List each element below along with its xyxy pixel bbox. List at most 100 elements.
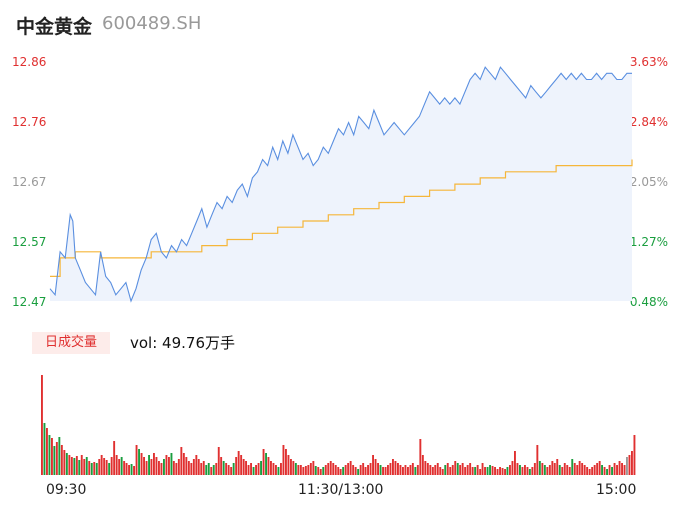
volume-bar <box>282 445 285 475</box>
volume-bar <box>347 463 350 475</box>
volume-bar <box>98 459 101 475</box>
volume-bar <box>543 465 546 475</box>
volume-bar <box>536 445 539 475</box>
volume-bar <box>419 439 422 475</box>
volume-bar <box>65 453 68 475</box>
volume-bar <box>424 461 427 475</box>
volume-bar <box>155 457 158 475</box>
y-left-tick-4: 12.57 <box>12 235 47 249</box>
volume-bar <box>379 465 382 475</box>
volume-bar <box>369 463 372 475</box>
volume-bar <box>546 467 549 475</box>
volume-bar <box>322 467 325 475</box>
volume-bar <box>581 463 584 475</box>
volume-bar <box>185 457 188 475</box>
volume-bar <box>175 463 178 475</box>
volume-bar <box>613 463 616 475</box>
volume-bar <box>571 459 574 475</box>
volume-bar <box>153 453 155 475</box>
volume-bar <box>63 450 66 475</box>
volume-bar <box>212 465 215 475</box>
volume-bar <box>541 463 544 475</box>
volume-bar <box>409 465 412 475</box>
volume-bar <box>190 463 193 475</box>
volume-bar <box>414 467 417 475</box>
volume-bar <box>53 446 56 475</box>
volume-bar <box>344 465 347 475</box>
volume-bar <box>349 461 352 475</box>
volume-bar <box>519 465 521 475</box>
volume-bar <box>416 465 419 475</box>
volume-bar <box>133 466 135 475</box>
volume-bar <box>372 455 374 475</box>
volume-bar <box>436 463 439 475</box>
volume-bar <box>593 465 596 475</box>
volume-bar <box>83 459 86 475</box>
volume-bar <box>553 463 556 475</box>
volume-bar <box>277 467 280 475</box>
volume-bar <box>357 469 360 475</box>
volume-bar <box>352 465 355 475</box>
volume-bar <box>55 442 58 475</box>
volume-bar <box>242 459 245 475</box>
volume-bar <box>138 449 140 475</box>
volume-bar <box>364 467 367 475</box>
volume-bar <box>451 465 454 475</box>
volume-bar <box>135 445 138 475</box>
volume-bar <box>332 463 335 475</box>
volume-bar <box>354 467 357 475</box>
y-left-tick-3: 12.67 <box>12 175 47 189</box>
volume-bar <box>140 453 143 475</box>
volume-bar <box>521 467 524 475</box>
volume-bar <box>524 465 526 475</box>
volume-bar <box>177 459 180 475</box>
volume-bar <box>329 461 332 475</box>
volume-bar <box>262 449 265 475</box>
volume-bar <box>317 467 320 475</box>
volume-bar <box>434 465 437 475</box>
volume-bar <box>548 465 551 475</box>
volume-bar <box>538 461 541 475</box>
volume-bar <box>197 459 200 475</box>
volume-bar <box>145 461 148 475</box>
volume-bar <box>598 461 601 475</box>
volume-bar <box>374 459 377 475</box>
volume-bar <box>304 466 307 475</box>
volume-bar <box>232 463 235 475</box>
volume-bar <box>626 457 628 475</box>
volume-bar <box>227 465 230 475</box>
volume-bar <box>596 463 599 475</box>
volume-bar <box>118 459 121 475</box>
volume-bar <box>426 463 429 475</box>
volume-bar <box>187 461 190 475</box>
volume-bar <box>454 461 457 475</box>
volume-bar <box>245 461 247 475</box>
volume-bar <box>225 463 228 475</box>
volume-bar <box>441 469 444 475</box>
volume-bar <box>407 467 409 475</box>
volume-bar <box>267 457 270 475</box>
volume-bar <box>252 467 255 475</box>
volume-bar <box>623 465 626 475</box>
volume-bar <box>561 467 564 475</box>
volume-bar <box>215 463 218 475</box>
volume-bar <box>105 460 108 475</box>
volume-bar <box>260 461 262 475</box>
x-tick-close: 15:00 <box>596 482 637 498</box>
y-right-tick-1: 3.63% <box>629 55 668 69</box>
volume-bar <box>123 461 126 475</box>
volume-bar <box>125 463 128 475</box>
volume-bar <box>73 458 76 475</box>
y-left-tick-1: 12.86 <box>12 55 47 69</box>
volume-bar <box>180 447 183 475</box>
volume-bar <box>516 463 519 475</box>
volume-bar <box>377 463 379 475</box>
volume-bar <box>392 459 394 475</box>
volume-bar <box>509 465 511 475</box>
volume-bar <box>237 451 240 475</box>
price-line <box>49 66 632 303</box>
volume-bar <box>51 438 53 475</box>
volume-bar <box>456 463 459 475</box>
volume-bar <box>449 467 452 475</box>
